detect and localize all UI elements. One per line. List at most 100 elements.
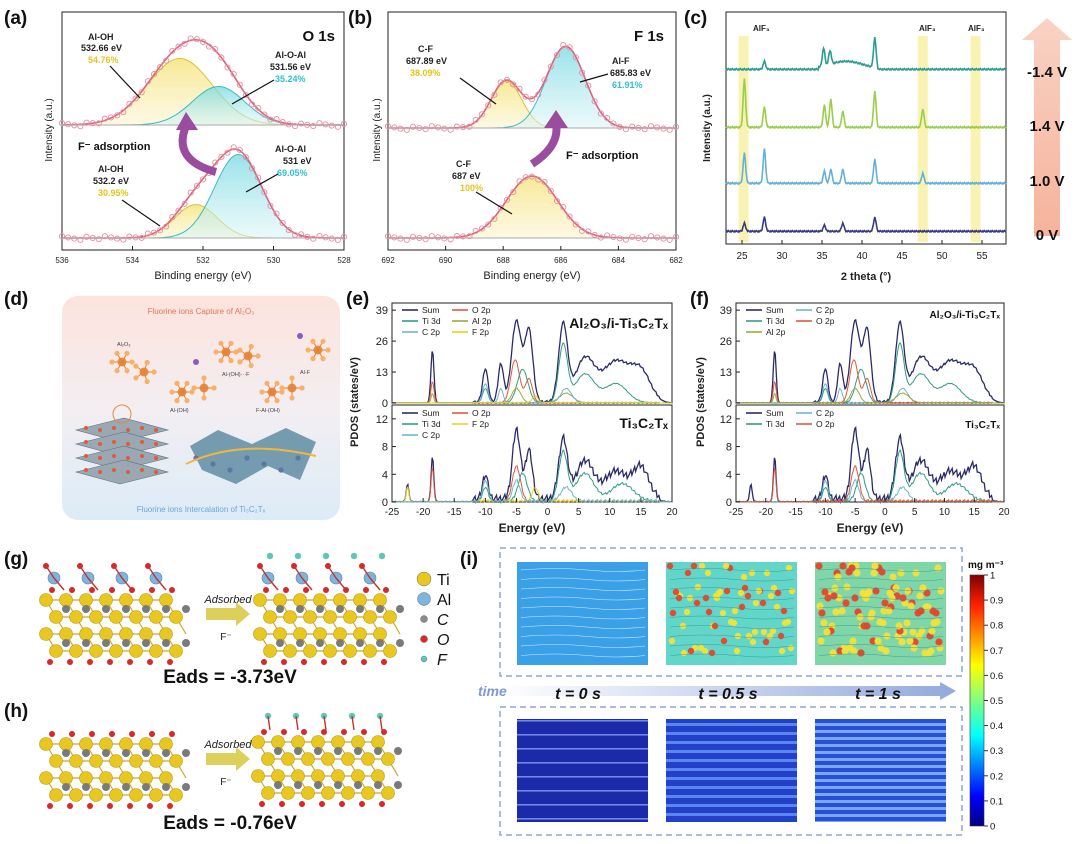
g-before-ti-atom (169, 644, 183, 658)
g-before-c-atom (122, 639, 130, 647)
g-after-ti-atom (273, 627, 287, 641)
mechanism-background (62, 296, 340, 520)
pdos-e-bottom-pdos-c-2p (391, 478, 673, 503)
colorbar-tick-label: 0.9 (990, 596, 1003, 607)
g-after-ti-atom (313, 627, 327, 641)
leg-f-entry: Sum (766, 305, 783, 315)
streamline (520, 596, 646, 601)
particle (918, 627, 926, 635)
mechanism-molecules (109, 333, 331, 404)
surface-atom (154, 442, 158, 446)
g-after-al-o-bond (335, 577, 347, 591)
h-after-o-atom (321, 729, 327, 735)
particle (784, 618, 792, 626)
particle (936, 644, 944, 652)
pdos-f-ytick-label: 8 (726, 442, 732, 454)
streamline (669, 634, 795, 639)
a-adsorption-label: F⁻ adsorption (78, 141, 151, 153)
leg-e-entry: Ti 3d (422, 419, 441, 429)
particle (815, 562, 823, 570)
surface-atom (154, 428, 158, 432)
pdos-f-ytick-label: 13 (720, 367, 732, 379)
h-before-c-atom (162, 749, 170, 757)
a-data-point (298, 120, 305, 127)
h-before-c-atom (102, 783, 110, 791)
b-data-point (397, 125, 404, 132)
pdos-f-xtick-label: 5 (912, 507, 918, 518)
alf3-band-2 (917, 36, 928, 242)
colorbar-tick-label: 1 (990, 571, 995, 582)
b-data-point (485, 221, 492, 228)
b-data-point (635, 234, 642, 242)
b-data-point (579, 227, 586, 234)
surface-atom (112, 440, 116, 444)
b-bot-label-1-energy: 687 eV (452, 171, 481, 181)
g-after-c-atom (316, 605, 324, 613)
a-data-point (163, 57, 170, 64)
legend-atom-f (420, 655, 428, 663)
a-data-point (187, 189, 194, 196)
particle (740, 573, 748, 581)
particle (788, 587, 796, 595)
species-al-f: Al-F (300, 370, 311, 376)
xlabel-c: 2 theta (°) (841, 271, 892, 283)
surface-atom (140, 426, 144, 430)
h-after-c-atom (294, 781, 302, 789)
alf3-label-3: AlF₃ (968, 24, 985, 33)
pdos-e-ytick-label: 13 (376, 367, 388, 379)
zoom-circle (112, 404, 132, 424)
b-bot-label-1-pct: 100% (460, 183, 483, 193)
i-top-dashed-box (499, 547, 963, 677)
b-data-point (629, 123, 636, 130)
xlabel-a: Binding energy (eV) (154, 270, 251, 282)
b-data-point (666, 236, 673, 243)
h-before-ti-atom (79, 737, 93, 751)
g-before-c-atom (102, 639, 110, 647)
pdos-f-ytick-label: 0 (726, 398, 732, 410)
b-data-point (472, 116, 479, 123)
legend-atom-al (417, 592, 431, 606)
a-data-point (181, 200, 188, 207)
g-before-al-o-bond (53, 577, 65, 591)
b-xtick-label: 690 (439, 256, 453, 265)
g-after-o-atom (303, 587, 309, 593)
b-xtick-label: 692 (381, 256, 395, 265)
b-data-point (416, 234, 423, 242)
b-data-point (622, 126, 629, 133)
pdos-f-xtick-label: -10 (818, 507, 833, 518)
a-data-point (334, 236, 341, 243)
particle (883, 632, 891, 640)
h-before-ti-atom (99, 771, 113, 785)
a-data-point (316, 232, 323, 240)
particle (741, 584, 749, 592)
particle (903, 619, 911, 627)
g-before-o-atom (87, 659, 93, 665)
a-data-point (132, 95, 139, 102)
a-data-point (138, 89, 145, 96)
h-after-ti-atom (301, 786, 315, 800)
o-atom (289, 395, 295, 401)
xrd-series-1 (725, 37, 1007, 72)
a-data-point (83, 233, 90, 240)
b-data-point (441, 235, 448, 242)
g-before-ti-atom (129, 644, 143, 658)
b-top-label-2-energy: 685.83 eV (610, 68, 651, 78)
h-after-ti-atom (371, 769, 385, 783)
h-before-o-atom (167, 803, 173, 809)
h-after-ti-atom (361, 752, 375, 766)
g-after-al-o-bond (267, 577, 279, 591)
b-data-point (547, 63, 554, 70)
particle (777, 632, 785, 640)
particle (832, 608, 840, 616)
particle (933, 618, 941, 626)
particle (823, 628, 831, 636)
b-data-point (566, 213, 573, 220)
b-data-point (622, 236, 629, 243)
o-atom (228, 340, 234, 346)
g-before-ti-atom (69, 644, 83, 658)
xticks-c: 25 30 35 40 45 50 55 (736, 240, 988, 262)
b-data-point (629, 233, 636, 240)
b-data-point (409, 233, 417, 240)
pdos-f-ytick-label: 12 (720, 414, 732, 426)
h-after-o-atom (379, 801, 385, 807)
